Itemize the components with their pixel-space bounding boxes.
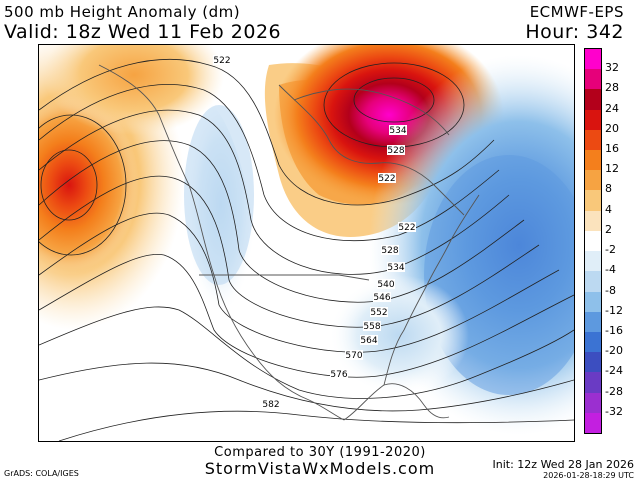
colorbar-segment xyxy=(585,89,601,111)
contour-label: 522 xyxy=(378,174,395,184)
contour-label: 534 xyxy=(387,263,404,273)
contour-label: 558 xyxy=(363,322,380,332)
model-name: ECMWF-EPS xyxy=(529,3,624,21)
colorbar-segment xyxy=(585,49,601,70)
site-name: StormVistaWxModels.com xyxy=(204,459,436,478)
contour-label-bg xyxy=(387,262,405,272)
colorbar-label: 16 xyxy=(605,142,619,156)
anomaly-map-canvas: 522 534 528 522 522 528 534 540 546 552 558 564 570 5… xyxy=(39,45,574,441)
colorbar-label: 20 xyxy=(605,121,619,135)
colorbar-segment xyxy=(585,129,601,151)
colorbar-segment xyxy=(585,392,601,414)
colorbar-label: -16 xyxy=(605,323,623,337)
contour-label-bg xyxy=(387,145,405,155)
height-contours xyxy=(39,59,574,441)
colorbar-label: -2 xyxy=(605,243,616,257)
map-title: 500 mb Height Anomaly (dm) xyxy=(4,3,241,21)
contour-label-bg xyxy=(213,55,231,65)
contour-label: 522 xyxy=(213,56,230,66)
contour-label: 552 xyxy=(370,308,387,318)
contour-label-bg xyxy=(345,350,363,360)
colorbar-label: 28 xyxy=(605,81,619,95)
contour-label-bg xyxy=(262,399,280,409)
colorbar-label: -24 xyxy=(605,364,623,378)
contour-label: 564 xyxy=(360,336,377,346)
climatology-note: Compared to 30Y (1991-2020) xyxy=(214,445,426,460)
source-credit: GrADS: COLA/IGES xyxy=(4,469,79,478)
contour-label-bg xyxy=(373,292,391,302)
init-time: Init: 12z Wed 28 Jan 2026 xyxy=(492,458,634,471)
contour-label-bg xyxy=(381,245,399,255)
coastlines xyxy=(98,64,480,421)
contour-label-bg xyxy=(363,321,381,331)
colorbar-segment xyxy=(585,331,601,353)
colorbar-segment xyxy=(585,251,601,272)
generated-timestamp: 2026-01-28-18:29 UTC xyxy=(543,471,634,480)
contour-label: 576 xyxy=(330,370,347,380)
contour-label: 528 xyxy=(387,146,404,156)
colorbar-segment xyxy=(585,210,601,232)
contour-label-bg xyxy=(398,222,416,232)
contour-label-bg xyxy=(330,369,348,379)
contour-label-bg xyxy=(377,279,395,289)
contour-label-bg xyxy=(389,125,407,135)
contour-label: 522 xyxy=(398,223,415,233)
colorbar-segment xyxy=(585,69,601,90)
colorbar-label: -4 xyxy=(605,263,616,277)
colorbar-label: -20 xyxy=(605,344,623,358)
colorbar-segment xyxy=(585,230,601,252)
colorbar-segment xyxy=(585,352,601,373)
colorbar-label: 12 xyxy=(605,162,619,176)
colorbar-segment xyxy=(585,311,601,333)
colorbar-segment xyxy=(585,190,601,212)
contour-label: 534 xyxy=(389,126,406,136)
contour-label-bg xyxy=(378,173,396,183)
contour-label-bg xyxy=(360,335,378,345)
colorbar-segment xyxy=(585,271,601,293)
anomaly-map: 522 534 528 522 522 528 534 540 546 552 558 564 570 5… xyxy=(38,44,575,442)
colorbar-label: -32 xyxy=(605,404,623,418)
colorbar-segment xyxy=(585,291,601,313)
contour-label: 540 xyxy=(377,280,394,290)
colorbar xyxy=(584,48,602,434)
colorbar-segment xyxy=(585,412,601,434)
contour-label: 582 xyxy=(262,400,279,410)
colorbar-label: 8 xyxy=(605,182,612,196)
colorbar-label: -28 xyxy=(605,384,623,398)
colorbar-label: 24 xyxy=(605,101,619,115)
contour-label: 528 xyxy=(381,246,398,256)
colorbar-label: -12 xyxy=(605,303,623,317)
colorbar-segment xyxy=(585,372,601,394)
contour-label-bg xyxy=(370,307,388,317)
colorbar-label: 2 xyxy=(605,222,612,236)
forecast-hour: Hour: 342 xyxy=(525,21,624,43)
colorbar-segment xyxy=(585,170,601,191)
colorbar-segment xyxy=(585,109,601,131)
contour-label: 546 xyxy=(373,293,390,303)
colorbar-label: 32 xyxy=(605,61,619,75)
colorbar-label: -8 xyxy=(605,283,616,297)
contour-label: 570 xyxy=(345,351,362,361)
valid-time: Valid: 18z Wed 11 Feb 2026 xyxy=(4,21,282,43)
colorbar-segment xyxy=(585,150,601,171)
contour-labels: 522 534 528 522 522 528 534 540 546 552 558 564 570 5… xyxy=(213,55,416,410)
colorbar-label: 4 xyxy=(605,202,612,216)
